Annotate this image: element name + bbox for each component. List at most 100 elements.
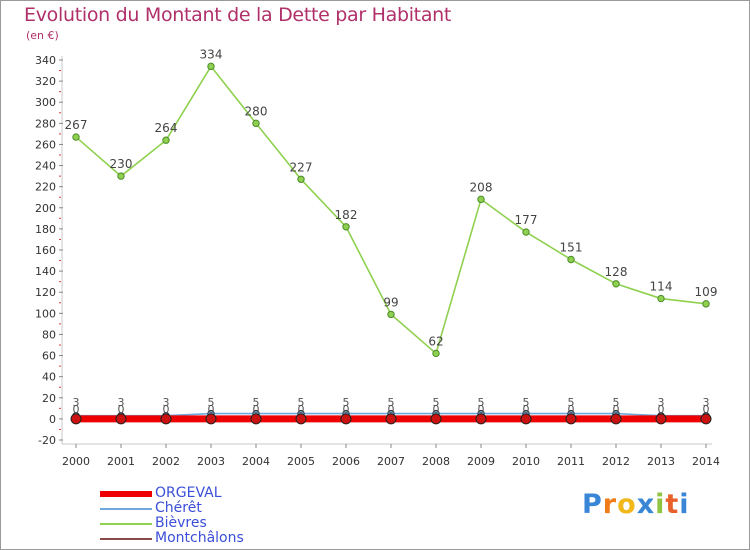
data-point bbox=[567, 255, 575, 264]
data-label-small: 0 bbox=[478, 403, 485, 416]
y-tick-label: 60 bbox=[42, 350, 56, 363]
data-label-small: 0 bbox=[343, 403, 350, 416]
x-tick-label: 2012 bbox=[602, 455, 630, 468]
data-label: 109 bbox=[695, 285, 718, 299]
x-tick-label: 2001 bbox=[107, 455, 135, 468]
data-label-small: 0 bbox=[163, 403, 170, 416]
y-tick-label: 40 bbox=[42, 371, 56, 384]
series-line-bièvres bbox=[75, 65, 707, 355]
data-point bbox=[115, 413, 127, 425]
y-tick-label: 300 bbox=[35, 96, 56, 109]
x-tick-label: 2003 bbox=[197, 455, 225, 468]
y-tick-label: 80 bbox=[42, 328, 56, 341]
data-label: 151 bbox=[560, 241, 583, 255]
y-tick-label: 280 bbox=[35, 117, 56, 130]
data-label-small: 5 bbox=[568, 396, 575, 409]
data-point bbox=[387, 310, 395, 319]
x-tick-label: 2009 bbox=[467, 455, 495, 468]
data-point bbox=[70, 413, 82, 425]
legend-item: Bièvres bbox=[100, 515, 300, 531]
data-point bbox=[430, 413, 442, 425]
proxiti-logo: Proxiti bbox=[582, 489, 690, 520]
y-tick-label: 160 bbox=[35, 244, 56, 257]
legend-label: ORGEVAL bbox=[155, 485, 222, 501]
y-tick-label: 200 bbox=[35, 202, 56, 215]
data-label-small: 0 bbox=[253, 403, 260, 416]
y-tick-label: 320 bbox=[35, 75, 56, 88]
x-tick-label: 2005 bbox=[287, 455, 315, 468]
logo-letter: x bbox=[636, 489, 656, 520]
data-label-small: 0 bbox=[118, 403, 125, 416]
data-label-small: 5 bbox=[613, 396, 620, 409]
data-label: 114 bbox=[650, 280, 673, 294]
logo-letter: t bbox=[665, 489, 680, 520]
data-label-small: 3 bbox=[73, 396, 80, 409]
legend-item: Montchâlons bbox=[100, 530, 300, 546]
x-tick-label: 2004 bbox=[242, 455, 270, 468]
data-label: 267 bbox=[65, 118, 88, 132]
legend-swatch bbox=[100, 508, 152, 510]
data-label-small: 5 bbox=[253, 396, 260, 409]
data-point bbox=[475, 413, 487, 425]
data-point bbox=[702, 300, 710, 308]
legend-swatch bbox=[100, 538, 152, 540]
chart-unit: (en €) bbox=[26, 29, 59, 42]
data-label: 177 bbox=[515, 213, 538, 227]
data-label: 230 bbox=[110, 157, 133, 171]
legend-label: Chérêt bbox=[155, 500, 202, 516]
data-point bbox=[250, 413, 262, 425]
data-label-small: 5 bbox=[433, 396, 440, 409]
x-tick-label: 2010 bbox=[512, 455, 540, 468]
data-label: 227 bbox=[290, 160, 313, 174]
x-tick-label: 2011 bbox=[557, 455, 585, 468]
data-label: 264 bbox=[155, 121, 178, 135]
data-point bbox=[477, 195, 485, 204]
y-tick-label: 340 bbox=[35, 54, 56, 67]
y-tick-label: 140 bbox=[35, 265, 56, 278]
data-point bbox=[385, 413, 397, 425]
legend-label: Bièvres bbox=[155, 515, 207, 531]
data-point bbox=[340, 413, 352, 425]
data-label: 99 bbox=[383, 295, 398, 309]
y-tick-label: 100 bbox=[35, 307, 56, 320]
logo-letter: o bbox=[617, 489, 637, 520]
y-tick-label: 180 bbox=[35, 223, 56, 236]
x-tick-label: 2006 bbox=[332, 455, 360, 468]
data-point bbox=[162, 136, 170, 144]
data-label: 182 bbox=[335, 208, 358, 222]
data-label-small: 5 bbox=[523, 396, 530, 409]
y-tick-label: 260 bbox=[35, 138, 56, 151]
y-tick-label: -20 bbox=[38, 434, 56, 447]
data-point bbox=[252, 119, 260, 128]
data-label-small: 3 bbox=[118, 396, 125, 409]
data-label: 62 bbox=[428, 334, 443, 348]
x-tick-label: 2008 bbox=[422, 455, 450, 468]
data-point bbox=[520, 413, 532, 425]
logo-letter: r bbox=[602, 489, 618, 520]
data-label-small: 0 bbox=[298, 403, 305, 416]
data-point bbox=[160, 413, 172, 425]
data-label-small: 0 bbox=[208, 403, 215, 416]
x-tick-label: 2013 bbox=[647, 455, 675, 468]
data-label-small: 0 bbox=[703, 403, 710, 416]
data-point bbox=[207, 62, 215, 71]
legend-item: Chérêt bbox=[100, 500, 300, 516]
data-label-small: 3 bbox=[658, 396, 665, 409]
x-tick-label: 2007 bbox=[377, 455, 405, 468]
data-point bbox=[657, 294, 665, 303]
data-label-small: 5 bbox=[343, 396, 350, 409]
x-tick-label: 2002 bbox=[152, 455, 180, 468]
legend-label: Montchâlons bbox=[155, 530, 244, 546]
data-label: 280 bbox=[245, 104, 268, 118]
legend-swatch bbox=[100, 491, 152, 497]
data-label-small: 0 bbox=[568, 403, 575, 416]
data-point bbox=[342, 223, 350, 231]
data-point bbox=[297, 175, 305, 183]
data-point bbox=[655, 413, 667, 425]
x-tick-label: 2000 bbox=[62, 455, 90, 468]
data-point bbox=[565, 413, 577, 425]
data-point bbox=[117, 172, 125, 180]
y-tick-label: 120 bbox=[35, 286, 56, 299]
legend-swatch bbox=[100, 523, 152, 525]
